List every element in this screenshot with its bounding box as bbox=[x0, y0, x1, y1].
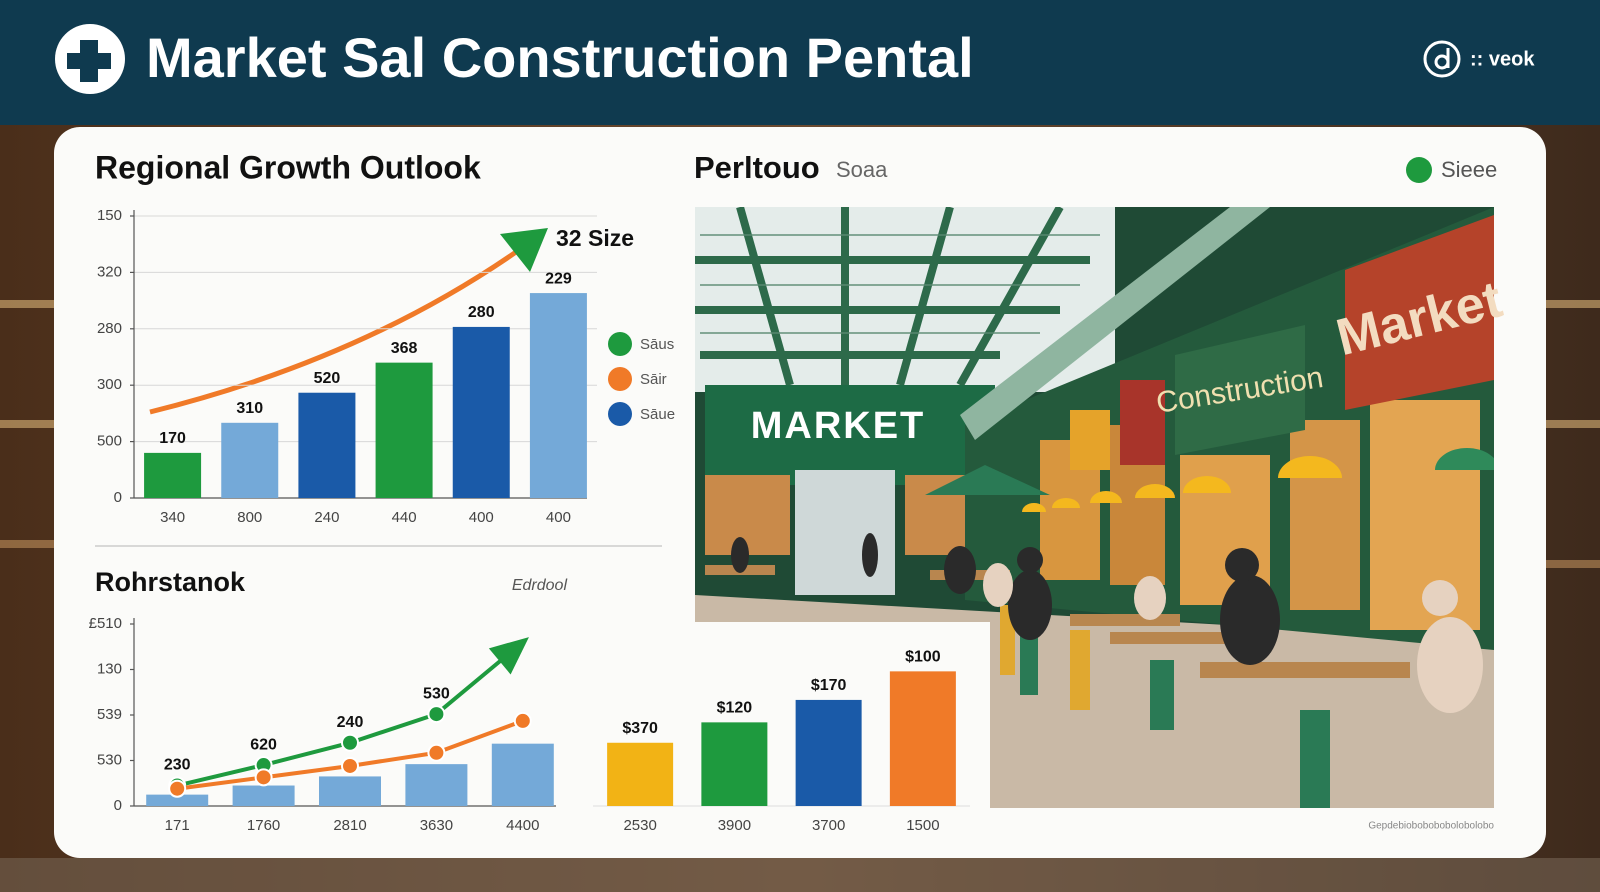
x-tick-label: 800 bbox=[237, 509, 262, 526]
bar bbox=[701, 722, 768, 806]
legend-label: Sāue bbox=[640, 406, 675, 423]
x-tick-label: 3700 bbox=[812, 817, 845, 834]
bar bbox=[221, 422, 279, 498]
bar bbox=[889, 671, 956, 806]
x-tick-label: 2810 bbox=[333, 817, 366, 834]
point bbox=[254, 768, 273, 787]
x-tick-label: 4400 bbox=[506, 817, 539, 834]
x-tick-label: 400 bbox=[469, 509, 494, 526]
chart-title: Regional Growth Outlook bbox=[95, 149, 481, 185]
bar bbox=[491, 743, 554, 806]
legend-label: Sāus bbox=[640, 336, 674, 353]
annotation: 32 Size bbox=[556, 225, 634, 251]
bar-label: $100 bbox=[905, 649, 941, 666]
bar-label: 310 bbox=[236, 400, 263, 417]
legend-swatch bbox=[608, 367, 632, 391]
point bbox=[341, 733, 359, 752]
y-tick-label: 500 bbox=[97, 433, 122, 450]
point bbox=[168, 779, 187, 798]
chart-subtitle: Edrdool bbox=[512, 577, 568, 594]
bar bbox=[405, 764, 468, 806]
bar-label: $170 bbox=[811, 677, 847, 694]
bar bbox=[232, 785, 295, 806]
brand-icon bbox=[1423, 40, 1461, 78]
bar bbox=[144, 452, 202, 498]
bar-label: 229 bbox=[545, 270, 572, 287]
x-tick-label: 400 bbox=[546, 509, 571, 526]
point bbox=[427, 705, 446, 724]
trend-arrow bbox=[149, 228, 548, 415]
x-tick-label: 3630 bbox=[420, 817, 453, 834]
y-tick-label: 130 bbox=[97, 660, 122, 677]
point-label: 530 bbox=[423, 685, 450, 702]
background-shelves bbox=[0, 300, 1600, 892]
y-tick-label: 300 bbox=[97, 376, 122, 393]
y-tick-label: 0 bbox=[114, 797, 122, 814]
point bbox=[341, 756, 359, 775]
legend-label: Sāir bbox=[640, 371, 667, 388]
bar-label: 170 bbox=[159, 430, 186, 447]
legend-dot bbox=[1406, 157, 1432, 183]
brand-name[interactable]: :: veok bbox=[1470, 48, 1535, 70]
point-label: 620 bbox=[250, 736, 277, 753]
bar-label: 368 bbox=[391, 340, 418, 357]
legend-swatch bbox=[608, 332, 632, 356]
photo-caption: Gepdebiobobobobolobolobo bbox=[1368, 821, 1494, 832]
y-tick-label: 280 bbox=[97, 320, 122, 337]
photo-legend: Sieee bbox=[1441, 157, 1497, 182]
header-bar bbox=[0, 0, 1600, 125]
bar bbox=[319, 776, 381, 806]
y-tick-label: 539 bbox=[97, 706, 122, 723]
bar-label: $120 bbox=[717, 700, 753, 717]
bar bbox=[529, 293, 587, 498]
bar-label: 280 bbox=[468, 304, 495, 321]
x-tick-label: 171 bbox=[165, 817, 190, 834]
logo bbox=[55, 24, 125, 94]
bar bbox=[146, 794, 209, 806]
bar-label: 520 bbox=[314, 370, 341, 387]
point bbox=[513, 711, 532, 730]
bar bbox=[607, 742, 674, 806]
x-tick-label: 1760 bbox=[247, 817, 280, 834]
photo-title: Perltouo bbox=[694, 150, 820, 185]
y-tick-label: 0 bbox=[114, 489, 122, 506]
bar bbox=[375, 362, 433, 498]
bar bbox=[452, 326, 510, 498]
bar bbox=[298, 392, 356, 498]
x-tick-label: 1500 bbox=[906, 817, 939, 834]
arrow-head bbox=[488, 637, 529, 675]
x-tick-label: 340 bbox=[160, 509, 185, 526]
point bbox=[427, 743, 446, 762]
legend-swatch bbox=[608, 402, 632, 426]
y-tick-label: £510 bbox=[89, 615, 122, 632]
x-tick-label: 240 bbox=[314, 509, 339, 526]
chart-title: Rohrstanok bbox=[95, 567, 246, 597]
point-label: 240 bbox=[337, 714, 364, 731]
x-tick-label: 3900 bbox=[718, 817, 751, 834]
x-tick-label: 2530 bbox=[623, 817, 656, 834]
bar-label: $370 bbox=[622, 720, 658, 737]
photo-subtitle: Soaa bbox=[836, 157, 888, 182]
bar bbox=[795, 699, 862, 806]
y-tick-label: 150 bbox=[97, 207, 122, 224]
photo-sign: MARKET bbox=[751, 405, 926, 447]
y-tick-label: 320 bbox=[97, 263, 122, 280]
y-tick-label: 530 bbox=[97, 751, 122, 768]
x-tick-label: 440 bbox=[392, 509, 417, 526]
point-label: 230 bbox=[164, 757, 191, 774]
header-title: Market Sal Construction Pental bbox=[146, 26, 974, 89]
